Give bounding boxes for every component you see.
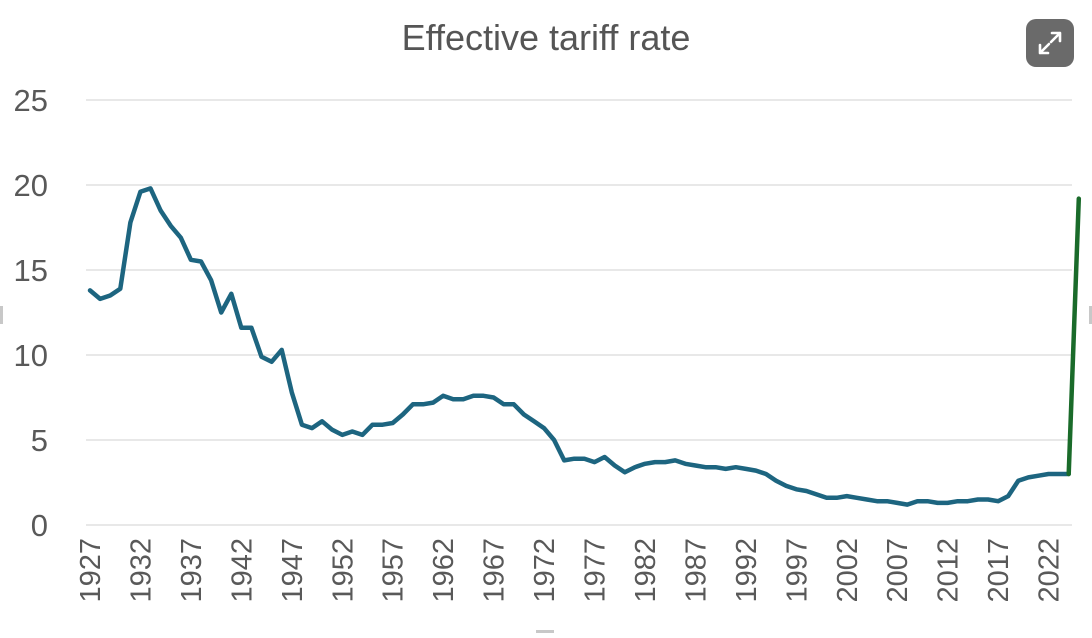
x-tick-label: 1952 xyxy=(327,538,359,603)
x-tick-label: 1997 xyxy=(781,538,813,603)
x-tick-label: 1957 xyxy=(378,538,410,603)
x-axis-tick-labels: 1927 1932 1937 1942 1947 1952 1957 1962 1967 1972… xyxy=(75,538,1066,603)
x-tick-label: 1942 xyxy=(226,538,258,603)
series-line-2 xyxy=(1066,196,1082,477)
y-tick-label: 10 xyxy=(14,338,48,373)
x-tick-label: 1982 xyxy=(630,538,662,603)
left-resize-handle[interactable] xyxy=(0,306,3,324)
x-tick-label: 1937 xyxy=(176,538,208,603)
y-axis-tick-labels: 0 5 10 15 20 25 xyxy=(14,83,48,543)
x-tick-label: 1992 xyxy=(731,538,763,603)
y-tick-label: 20 xyxy=(14,168,48,203)
y-tick-label: 0 xyxy=(31,508,48,543)
gridlines xyxy=(86,99,1072,526)
right-resize-handle[interactable] xyxy=(1089,306,1092,324)
expand-arrows-icon xyxy=(1038,31,1062,55)
series-line-1 xyxy=(87,186,1071,507)
x-tick-label: 2017 xyxy=(983,538,1015,603)
x-tick-label: 2012 xyxy=(933,538,965,603)
x-tick-label: 2022 xyxy=(1034,538,1066,603)
x-tick-label: 1962 xyxy=(428,538,460,603)
y-tick-label: 5 xyxy=(31,423,48,458)
x-tick-label: 2002 xyxy=(832,538,864,603)
bottom-resize-handle[interactable] xyxy=(536,630,554,633)
x-tick-label: 1932 xyxy=(125,538,157,603)
x-tick-label: 1987 xyxy=(680,538,712,603)
x-tick-label: 1947 xyxy=(277,538,309,603)
y-tick-label: 15 xyxy=(14,253,48,288)
x-tick-label: 1977 xyxy=(580,538,612,603)
x-tick-label: 1967 xyxy=(479,538,511,603)
x-tick-label: 2007 xyxy=(882,538,914,603)
x-tick-label: 1927 xyxy=(75,538,107,603)
y-tick-label: 25 xyxy=(14,83,48,118)
x-tick-label: 1972 xyxy=(529,538,561,603)
chart-title: Effective tariff rate xyxy=(402,17,691,58)
expand-button[interactable] xyxy=(1026,19,1074,67)
series-lines xyxy=(87,186,1082,507)
